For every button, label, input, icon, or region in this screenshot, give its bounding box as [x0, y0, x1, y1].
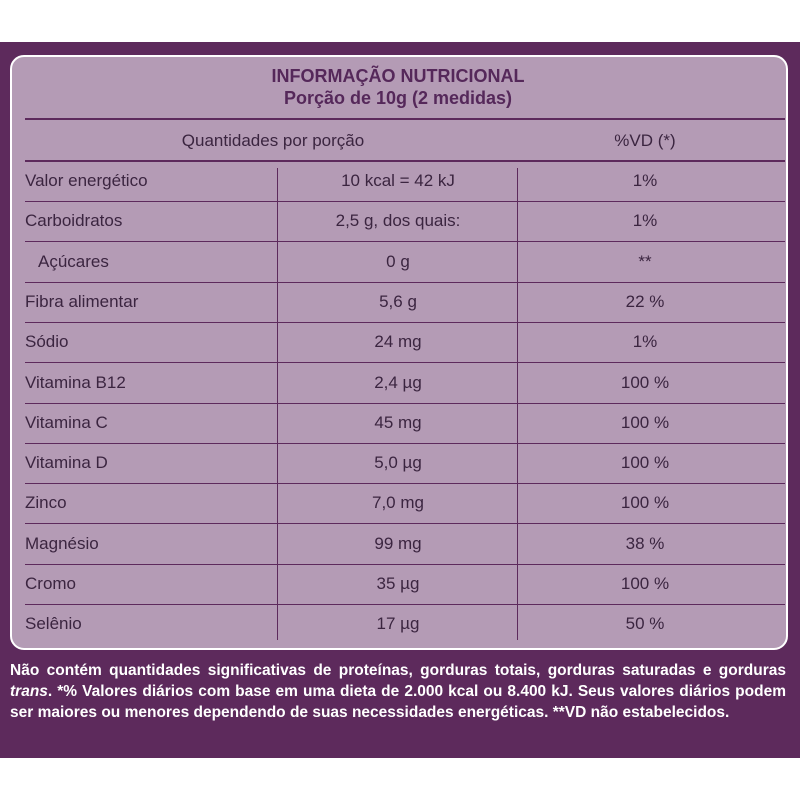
column-rule — [277, 168, 278, 640]
nutrient-amount: 10 kcal = 42 kJ — [341, 171, 455, 190]
nutrient-amount: 5,6 g — [379, 291, 417, 311]
row-rule — [25, 402, 785, 404]
row-rule — [25, 563, 785, 565]
nutrient-amount: 2,4 µg — [374, 372, 422, 392]
nutrient-name: Cromo — [25, 574, 77, 593]
nutrient-amount: 45 mg — [374, 412, 422, 432]
nutrient-dv: 38 % — [625, 533, 665, 553]
row-rule — [25, 483, 785, 485]
nutrient-dv: ** — [638, 251, 652, 271]
footnote-italic: trans — [10, 683, 48, 700]
table-panel — [10, 55, 788, 650]
nutrient-name: Vitamina D — [25, 453, 108, 473]
row-rule — [25, 201, 785, 202]
nutrient-amount: 2,5 g, dos quais: — [335, 211, 461, 231]
row-rule — [25, 442, 785, 444]
nutrient-dv: 50 % — [625, 614, 665, 634]
nutrient-amount: 0 g — [386, 251, 410, 271]
nutrient-dv: 100 % — [620, 412, 670, 432]
nutrient-name: Açúcares — [38, 251, 109, 271]
nutrient-name: Valor energético — [25, 171, 148, 190]
nutrient-name: Vitamina C — [25, 412, 108, 432]
nutrient-dv: 100 % — [620, 453, 670, 473]
column-header: %VD (*) — [614, 131, 676, 150]
row-rule — [25, 281, 785, 283]
row-rule — [25, 241, 785, 243]
nutrient-name: Magnésio — [25, 533, 99, 553]
nutrient-amount: 5,0 µg — [374, 453, 422, 473]
footnote: Não contém quantidades significativas de… — [10, 660, 786, 723]
nutrient-dv: 1% — [632, 171, 658, 190]
subtitle: Porção de 10g (2 medidas) — [283, 88, 513, 108]
nutrient-name: Sódio — [25, 332, 69, 352]
nutrient-amount: 24 mg — [374, 332, 422, 352]
title: INFORMAÇÃO NUTRICIONAL — [271, 66, 525, 86]
nutrient-amount: 99 mg — [374, 533, 422, 553]
nutrient-name: Zinco — [25, 493, 67, 513]
column-header: Quantidades por porção — [181, 131, 365, 150]
nutrient-dv: 1% — [632, 211, 658, 231]
row-rule — [25, 321, 785, 323]
nutrient-name: Fibra alimentar — [25, 291, 139, 311]
row-rule — [25, 362, 785, 364]
footnote-text: . *% Valores diários com base em uma die… — [10, 683, 786, 721]
rule — [25, 160, 785, 162]
row-rule — [25, 523, 785, 525]
row-rule — [25, 604, 785, 605]
nutrient-dv: 22 % — [625, 291, 665, 311]
nutrient-amount: 35 µg — [376, 574, 420, 593]
nutrient-dv: 100 % — [620, 574, 670, 593]
nutrient-dv: 100 % — [620, 372, 670, 392]
nutrient-amount: 7,0 mg — [372, 493, 424, 513]
nutrient-name: Vitamina B12 — [25, 372, 126, 392]
nutrient-dv: 100 % — [620, 493, 670, 513]
footnote-text: Não contém quantidades significativas de… — [10, 662, 786, 679]
nutrient-dv: 1% — [632, 332, 658, 352]
column-rule — [517, 168, 518, 640]
nutrient-name: Selênio — [25, 614, 82, 634]
nutrient-amount: 17 µg — [376, 614, 420, 634]
rule — [25, 118, 785, 120]
nutrient-name: Carboidratos — [25, 211, 123, 231]
